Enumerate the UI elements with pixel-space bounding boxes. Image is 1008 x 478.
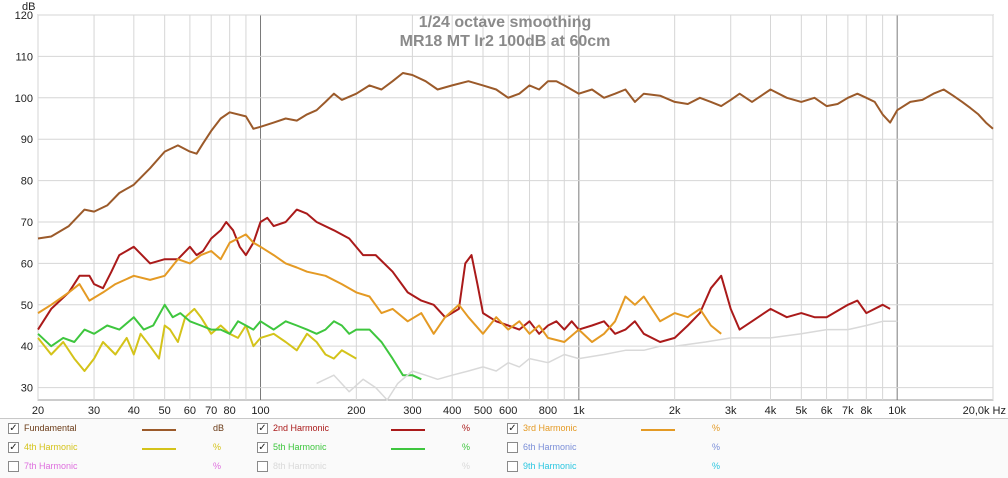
x-tick-label: 80 xyxy=(224,405,236,417)
x-tick-label: 1k xyxy=(573,405,585,417)
series-line-fundamental xyxy=(37,72,994,240)
9th-harmonic-label: 9th Harmonic xyxy=(523,461,577,471)
4th-harmonic-swatch xyxy=(142,448,176,450)
y-tick-label: 30 xyxy=(21,383,33,395)
5th-harmonic-unit: % xyxy=(462,442,471,452)
series-line-2nd-harmonic xyxy=(37,208,891,343)
5th-harmonic-label: 5th Harmonic xyxy=(273,442,327,452)
4th-harmonic-label: 4th Harmonic xyxy=(24,442,78,452)
y-tick-label: 50 xyxy=(21,300,33,312)
x-tick-label: 40 xyxy=(128,405,140,417)
legend-item-2nd-harmonic[interactable]: ✓ 2nd Harmonic % xyxy=(257,421,497,439)
9th-harmonic-unit: % xyxy=(712,461,721,471)
x-tick-label: 4k xyxy=(765,405,777,417)
x-tick-label: 600 xyxy=(499,405,517,417)
series-line-5th-harmonic xyxy=(37,303,422,381)
x-tick-label: 2k xyxy=(669,405,681,417)
x-tick-label: 50 xyxy=(159,405,171,417)
y-tick-label: 120 xyxy=(15,10,33,22)
x-tick-label: 70 xyxy=(205,405,217,417)
y-unit-label: dB xyxy=(22,1,35,13)
x-tick-label: 100 xyxy=(251,405,269,417)
fundamental-label: Fundamental xyxy=(24,423,77,433)
x-tick-label: 5k xyxy=(796,405,808,417)
x-tick-label: 400 xyxy=(443,405,461,417)
legend-item-5th-harmonic[interactable]: ✓ 5th Harmonic % xyxy=(257,440,497,458)
8th-harmonic-label: 8th Harmonic xyxy=(273,461,327,471)
3rd-harmonic-swatch xyxy=(641,429,675,431)
x-tick-label: 800 xyxy=(539,405,557,417)
y-tick-label: 80 xyxy=(21,176,33,188)
6th-harmonic-checkbox[interactable] xyxy=(507,442,518,453)
fundamental-checkbox[interactable]: ✓ xyxy=(8,423,19,434)
legend-item-7th-harmonic[interactable]: 7th Harmonic % xyxy=(8,459,248,477)
y-tick-label: 110 xyxy=(15,51,33,63)
8th-harmonic-unit: % xyxy=(462,461,471,471)
legend-panel: ✓ Fundamental dB ✓ 2nd Harmonic % ✓ 3rd … xyxy=(0,418,1008,478)
x-tick-label: 300 xyxy=(403,405,421,417)
legend-item-6th-harmonic[interactable]: 6th Harmonic % xyxy=(507,440,747,458)
5th-harmonic-swatch xyxy=(391,448,425,450)
7th-harmonic-unit: % xyxy=(213,461,222,471)
y-tick-label: 100 xyxy=(15,93,33,105)
y-tick-label: 40 xyxy=(21,341,33,353)
x-tick-label: 6k xyxy=(821,405,833,417)
x-tick-label: 7k xyxy=(842,405,854,417)
3rd-harmonic-label: 3rd Harmonic xyxy=(523,423,578,433)
x-tick-label: 8k xyxy=(861,405,873,417)
2nd-harmonic-checkbox[interactable]: ✓ xyxy=(257,423,268,434)
chart-area: 30 40 50 60 70 80 90 100 110 120 dB 20 30 40 50 60 70 80 1… xyxy=(15,1,1006,417)
legend-item-8th-harmonic[interactable]: 8th Harmonic % xyxy=(257,459,497,477)
series-line-4th-harmonic xyxy=(37,307,357,372)
x-tick-label: 3k xyxy=(725,405,737,417)
2nd-harmonic-unit: % xyxy=(462,423,471,433)
9th-harmonic-checkbox[interactable] xyxy=(507,461,518,472)
8th-harmonic-checkbox[interactable] xyxy=(257,461,268,472)
3rd-harmonic-unit: % xyxy=(712,423,721,433)
x-tick-label: 20,0k Hz xyxy=(963,405,1006,417)
x-tick-label: 500 xyxy=(474,405,492,417)
x-tick-label: 10k xyxy=(888,405,906,417)
7th-harmonic-label: 7th Harmonic xyxy=(24,461,78,471)
y-tick-label: 60 xyxy=(21,258,33,270)
x-tick-label: 20 xyxy=(32,405,44,417)
6th-harmonic-label: 6th Harmonic xyxy=(523,442,577,452)
series-line-8th-harmonic xyxy=(316,320,898,401)
series-line-3rd-harmonic xyxy=(37,233,722,343)
chart-subtitle: MR18 MT lr2 100dB at 60cm xyxy=(400,33,611,50)
2nd-harmonic-swatch xyxy=(391,429,425,431)
x-tick-label: 60 xyxy=(184,405,196,417)
legend-item-3rd-harmonic[interactable]: ✓ 3rd Harmonic % xyxy=(507,421,747,439)
plot-frame xyxy=(37,14,994,401)
6th-harmonic-unit: % xyxy=(712,442,721,452)
y-tick-label: 70 xyxy=(21,217,33,229)
fundamental-unit: dB xyxy=(213,423,225,433)
legend-item-4th-harmonic[interactable]: ✓ 4th Harmonic % xyxy=(8,440,248,458)
legend-item-fundamental[interactable]: ✓ Fundamental dB xyxy=(8,421,248,439)
chart-title: 1/24 octave smoothing xyxy=(419,14,592,31)
4th-harmonic-unit: % xyxy=(213,442,222,452)
3rd-harmonic-checkbox[interactable]: ✓ xyxy=(507,423,518,434)
fundamental-swatch xyxy=(142,429,176,431)
5th-harmonic-checkbox[interactable]: ✓ xyxy=(257,442,268,453)
x-tick-label: 30 xyxy=(88,405,100,417)
x-tick-label: 200 xyxy=(347,405,365,417)
2nd-harmonic-label: 2nd Harmonic xyxy=(273,423,330,433)
y-tick-label: 90 xyxy=(21,134,33,146)
legend-item-9th-harmonic[interactable]: 9th Harmonic % xyxy=(507,459,747,477)
4th-harmonic-checkbox[interactable]: ✓ xyxy=(8,442,19,453)
7th-harmonic-checkbox[interactable] xyxy=(8,461,19,472)
